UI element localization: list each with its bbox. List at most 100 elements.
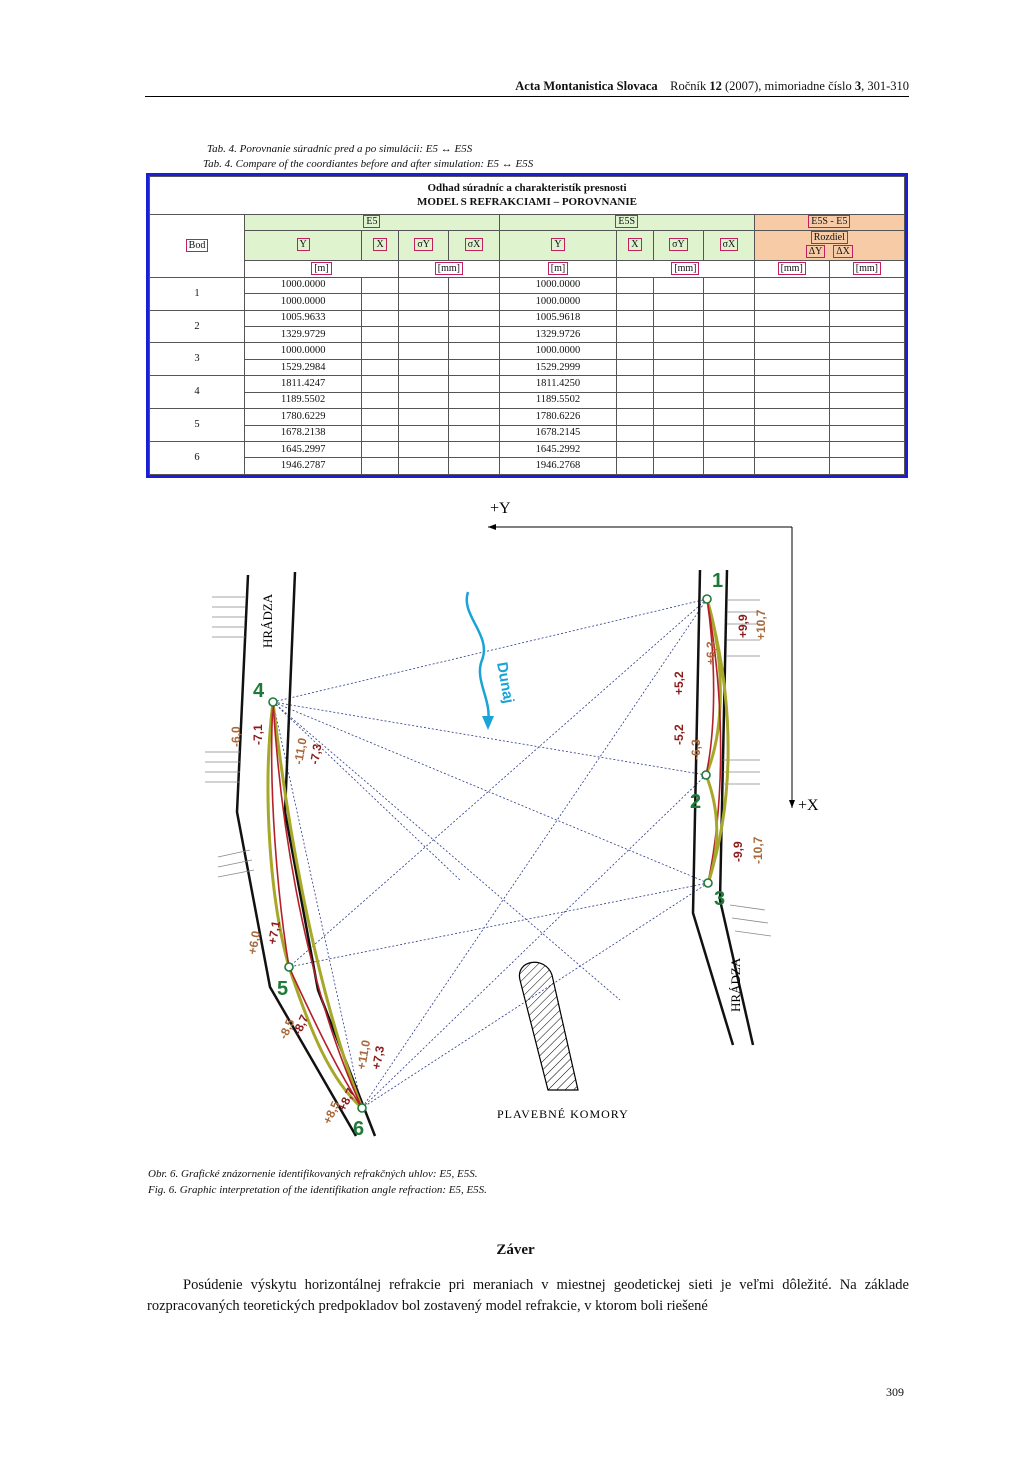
table-cell bbox=[828, 326, 906, 344]
col-label: σY bbox=[414, 238, 433, 252]
table-cell bbox=[753, 375, 830, 393]
table-cell bbox=[828, 440, 906, 459]
unit-label: [m] bbox=[311, 261, 332, 275]
angle-label: +6,3 bbox=[704, 641, 718, 665]
group-diff: E5S - E5 bbox=[753, 213, 906, 231]
angle-label: -6,0 bbox=[229, 726, 243, 747]
angle-label: -7,1 bbox=[251, 724, 265, 745]
table-cell bbox=[397, 424, 450, 443]
table-cell bbox=[703, 293, 755, 311]
diff-label: Rozdiel bbox=[810, 231, 848, 245]
journal-name: Acta Montanistica Slovaca bbox=[515, 79, 658, 93]
table-cell bbox=[828, 457, 906, 475]
angle-label: +11,0 bbox=[354, 1039, 373, 1071]
table-cell: 1780.6229 bbox=[243, 408, 363, 426]
pages: , 301-310 bbox=[861, 79, 909, 93]
table-cell bbox=[753, 440, 830, 459]
unit-e5s-mm: [mm] bbox=[616, 259, 755, 278]
table-cell bbox=[397, 276, 450, 295]
table-cell bbox=[397, 342, 450, 360]
table-cell: 1529.2984 bbox=[243, 358, 363, 377]
col-e5-x: X bbox=[361, 229, 399, 261]
table-cell bbox=[828, 375, 906, 393]
table-cell bbox=[652, 293, 705, 311]
station-1-label: 1 bbox=[712, 570, 723, 592]
volume: 12 bbox=[709, 79, 722, 93]
rocnik-label: Ročník bbox=[670, 79, 707, 93]
table-cell bbox=[616, 440, 654, 459]
dam-right-label: HRÁDZA bbox=[728, 957, 743, 1012]
table-cell bbox=[753, 276, 830, 295]
lock-structure bbox=[518, 961, 579, 1091]
table-cell bbox=[652, 440, 705, 459]
table-cell bbox=[397, 457, 450, 475]
table-cell bbox=[616, 408, 654, 426]
table-cell bbox=[652, 408, 705, 426]
table-cell bbox=[753, 408, 830, 426]
table-cell bbox=[361, 375, 399, 393]
point-id: 4 bbox=[149, 375, 245, 410]
unit-e5s-m: [m] bbox=[498, 259, 618, 278]
table-row: 5 1780.6229 1780.6226 bbox=[149, 408, 906, 442]
table-cell bbox=[828, 309, 906, 328]
table-cell bbox=[753, 326, 830, 344]
table-cell bbox=[652, 358, 705, 377]
table-row: 1189.5502 1189.5502 bbox=[150, 391, 906, 410]
unit-label: [mm] bbox=[671, 261, 700, 275]
table-cell: 1000.0000 bbox=[243, 293, 363, 311]
bod-header: Bod bbox=[149, 213, 245, 278]
table-row: 4 1811.4247 1811.4250 bbox=[149, 375, 906, 410]
table-cell bbox=[652, 391, 705, 410]
table-cell: 1678.2138 bbox=[243, 424, 363, 443]
table-row: 6 1645.2997 1645.2992 bbox=[149, 440, 906, 475]
station-markers bbox=[268, 594, 713, 1113]
table-cell bbox=[703, 408, 755, 426]
table-cell bbox=[703, 440, 755, 459]
table-row: 1946.2787 1946.2768 bbox=[150, 457, 906, 475]
angle-label: +9,9 bbox=[736, 614, 750, 638]
col-label: X bbox=[628, 238, 642, 252]
table-title: Odhad súradníc a charakteristík presnost… bbox=[149, 176, 905, 215]
diff-header: Rozdiel ΔY ΔX bbox=[753, 229, 906, 261]
col-e5-y: Y bbox=[243, 229, 363, 261]
table-cell bbox=[361, 326, 399, 344]
table-cell bbox=[361, 391, 399, 410]
angle-label: -9,9 bbox=[731, 841, 745, 862]
table-cell bbox=[828, 424, 906, 443]
angle-label: -8,7 bbox=[290, 1012, 312, 1037]
group-e5: E5 bbox=[244, 213, 500, 231]
table-cell: 1811.4250 bbox=[498, 375, 618, 393]
station-1-marker bbox=[702, 594, 712, 604]
unit-e5-m: [m] bbox=[244, 259, 399, 278]
table-caption-en: Tab. 4. Compare of the coordiantes befor… bbox=[203, 158, 534, 170]
table-cell bbox=[828, 293, 906, 311]
table-cell bbox=[652, 276, 705, 295]
table-cell bbox=[616, 309, 654, 328]
station-3-marker bbox=[703, 878, 713, 888]
table-cell bbox=[703, 457, 755, 475]
point-id: 2 bbox=[149, 309, 245, 344]
unit-label: [m] bbox=[547, 261, 569, 275]
right-dam bbox=[691, 569, 755, 1046]
axes bbox=[488, 524, 795, 808]
locks-label: PLAVEBNÉ KOMORY bbox=[497, 1107, 629, 1121]
table-cell bbox=[652, 375, 705, 393]
col-label: Y bbox=[296, 238, 310, 252]
table-cell bbox=[652, 342, 705, 360]
table-row: 1329.9729 1329.9726 bbox=[150, 326, 906, 344]
unit-label: [mm] bbox=[434, 261, 463, 275]
table-cell: 1189.5502 bbox=[498, 391, 618, 410]
table-caption-sk: Tab. 4. Porovnanie súradníc pred a po si… bbox=[207, 143, 473, 155]
table-cell bbox=[753, 358, 830, 377]
table-cell bbox=[397, 326, 450, 344]
col-label: Y bbox=[551, 238, 565, 252]
table-cell bbox=[753, 293, 830, 311]
station-2-marker bbox=[701, 770, 711, 780]
col-e5s-sx: σX bbox=[703, 229, 755, 261]
table-cell bbox=[397, 309, 450, 328]
figure-caption-en: Fig. 6. Graphic interpretation of the id… bbox=[148, 1184, 487, 1196]
table-cell: 1529.2999 bbox=[498, 358, 618, 377]
table-row: 1000.0000 1000.0000 bbox=[150, 293, 906, 311]
col-label: X bbox=[373, 238, 387, 252]
table-cell bbox=[616, 375, 654, 393]
